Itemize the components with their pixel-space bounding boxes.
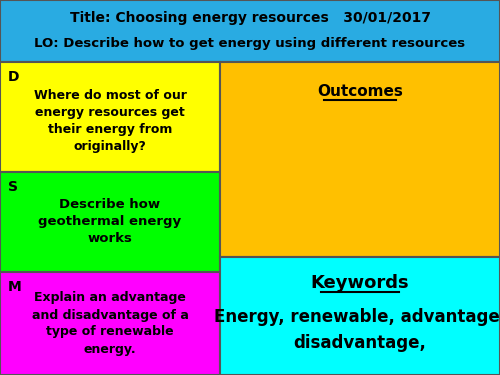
- Bar: [0, 0, 500, 62]
- Text: Title: Choosing energy resources   30/01/2017: Title: Choosing energy resources 30/01/2…: [70, 11, 430, 25]
- Bar: [0, 62, 220, 172]
- Text: S: S: [8, 180, 18, 194]
- Text: Energy, renewable, advantage,
disadvantage,: Energy, renewable, advantage, disadvanta…: [214, 309, 500, 351]
- Text: Explain an advantage
and disadvantage of a
type of renewable
energy.: Explain an advantage and disadvantage of…: [32, 291, 188, 356]
- Bar: [0, 172, 220, 272]
- Bar: [220, 62, 500, 257]
- Text: Keywords: Keywords: [310, 274, 410, 292]
- Text: Where do most of our
energy resources get
their energy from
originally?: Where do most of our energy resources ge…: [34, 89, 186, 153]
- Text: LO: Describe how to get energy using different resources: LO: Describe how to get energy using dif…: [34, 38, 466, 51]
- Bar: [0, 272, 220, 375]
- Text: Describe how
geothermal energy
works: Describe how geothermal energy works: [38, 198, 182, 246]
- Text: D: D: [8, 70, 20, 84]
- Text: M: M: [8, 280, 22, 294]
- Bar: [220, 257, 500, 375]
- Text: Outcomes: Outcomes: [317, 84, 403, 99]
